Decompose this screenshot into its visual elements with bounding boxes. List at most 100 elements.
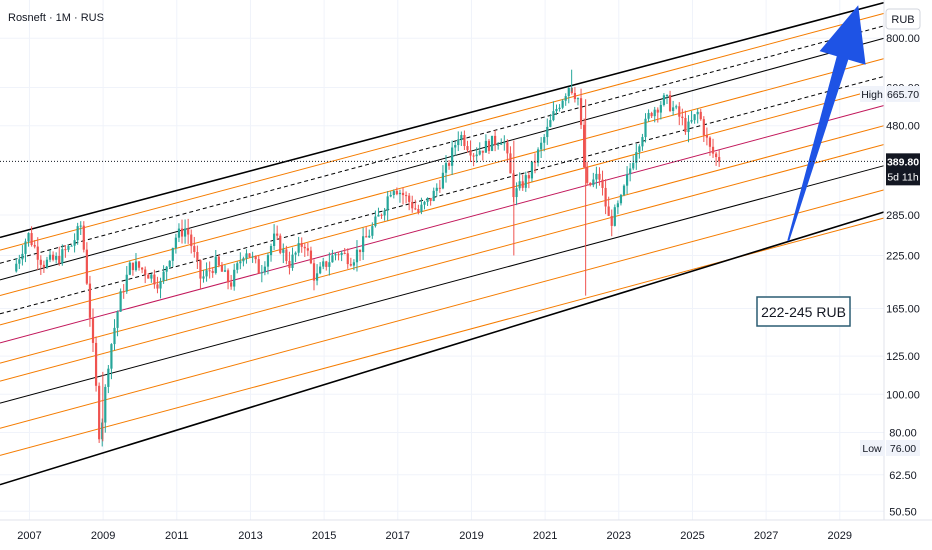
candle-body: [223, 270, 227, 272]
y-tick-label: 50.50: [889, 506, 917, 518]
candle-body: [478, 150, 481, 155]
candle-body: [48, 254, 52, 260]
candle-body: [411, 201, 414, 209]
candle-body: [665, 95, 669, 97]
y-tick-label: 62.50: [889, 470, 917, 482]
candle-body: [610, 215, 613, 226]
high-label: High: [861, 89, 883, 101]
grid: [0, 0, 884, 520]
candle-body: [217, 256, 220, 266]
candle-body: [579, 98, 583, 125]
candle-body: [389, 195, 392, 197]
candle-body: [159, 281, 162, 289]
candle-body: [180, 228, 184, 237]
candle-body: [540, 142, 543, 150]
candle-body: [555, 108, 558, 112]
x-tick-label: 2023: [607, 530, 631, 542]
candle-body: [266, 255, 270, 267]
candle-body: [420, 204, 423, 213]
candle-body: [638, 146, 641, 153]
candle-body: [107, 368, 110, 387]
currency-label: RUB: [891, 14, 914, 26]
currency-button[interactable]: RUB: [885, 8, 921, 30]
candle-body: [441, 172, 445, 189]
candle-body: [220, 265, 224, 272]
x-tick-label: 2009: [91, 530, 115, 542]
candle-body: [18, 259, 21, 264]
candle-body: [500, 143, 503, 145]
candle-body: [515, 188, 518, 198]
candle-body: [119, 291, 122, 312]
candle-body: [128, 262, 131, 275]
candle-body: [165, 266, 168, 272]
target-arrow: [787, 5, 866, 242]
candle-body: [162, 271, 165, 282]
candle-body: [543, 137, 546, 143]
channel-orange-line: [0, 12, 885, 251]
candle-body: [242, 258, 245, 262]
candle-body: [472, 155, 475, 157]
candle-body: [239, 261, 242, 264]
candle-body: [55, 255, 58, 260]
candle-body: [438, 187, 441, 189]
candle-body: [85, 249, 88, 284]
current-price-tag: 389.80 5d 11h: [886, 153, 920, 186]
candle-body: [285, 249, 288, 261]
candle-body: [629, 168, 632, 175]
candle-body: [475, 154, 478, 157]
candle-body: [346, 253, 349, 265]
candle-body: [36, 246, 39, 260]
candle-body: [435, 187, 438, 191]
candle-body: [487, 140, 491, 151]
candle-body: [131, 262, 135, 271]
y-axis: 800.00600.00480.00285.00225.00165.00125.…: [883, 0, 932, 550]
candle-body: [233, 269, 236, 287]
candle-body: [214, 256, 217, 273]
x-tick-label: 2025: [680, 530, 704, 542]
candle-body: [466, 146, 469, 151]
candle-body: [306, 248, 309, 251]
candle-body: [561, 100, 564, 108]
channel-orange-line: [0, 125, 885, 364]
candle-body: [552, 111, 555, 121]
candle-body: [469, 150, 472, 156]
candle-body: [432, 190, 435, 201]
candle-body: [573, 93, 577, 100]
x-axis: 2007 2009 2011 2013 2015 2017 2019 2021 2023 2025…: [0, 519, 932, 550]
candle-body: [88, 283, 92, 318]
candle-body: [257, 259, 260, 274]
candle-body: [635, 152, 638, 163]
candle-body: [377, 214, 380, 217]
channel-boundary-line: [0, 211, 885, 486]
candle-body: [248, 253, 251, 258]
candle-body: [592, 179, 595, 186]
candle-body: [457, 139, 460, 146]
candle-body: [368, 235, 371, 238]
candle-body: [383, 210, 386, 216]
candle-body: [530, 161, 534, 179]
low-value: 76.00: [890, 443, 916, 455]
candle-body: [73, 240, 76, 246]
channel-orange-line: [0, 189, 885, 429]
channel-inner-line: [0, 37, 885, 281]
candle-body: [104, 386, 107, 423]
candle-body: [187, 228, 190, 235]
candle-body: [613, 207, 616, 226]
candle-body: [567, 87, 570, 97]
candle-body: [33, 244, 36, 247]
candle-body: [91, 317, 95, 343]
candle-body: [454, 145, 457, 148]
annotation-box[interactable]: 222-245 RUB: [756, 296, 851, 327]
candle-body: [708, 137, 712, 147]
candle-body: [137, 261, 141, 268]
candle-body: [625, 174, 629, 186]
candle-body: [291, 254, 294, 268]
candle-body: [362, 236, 365, 253]
candle-body: [447, 163, 451, 166]
candle-body: [279, 235, 282, 253]
candle-body: [380, 214, 383, 216]
candle-body: [509, 153, 512, 174]
candle-body: [39, 259, 42, 265]
candle-body: [297, 243, 300, 253]
